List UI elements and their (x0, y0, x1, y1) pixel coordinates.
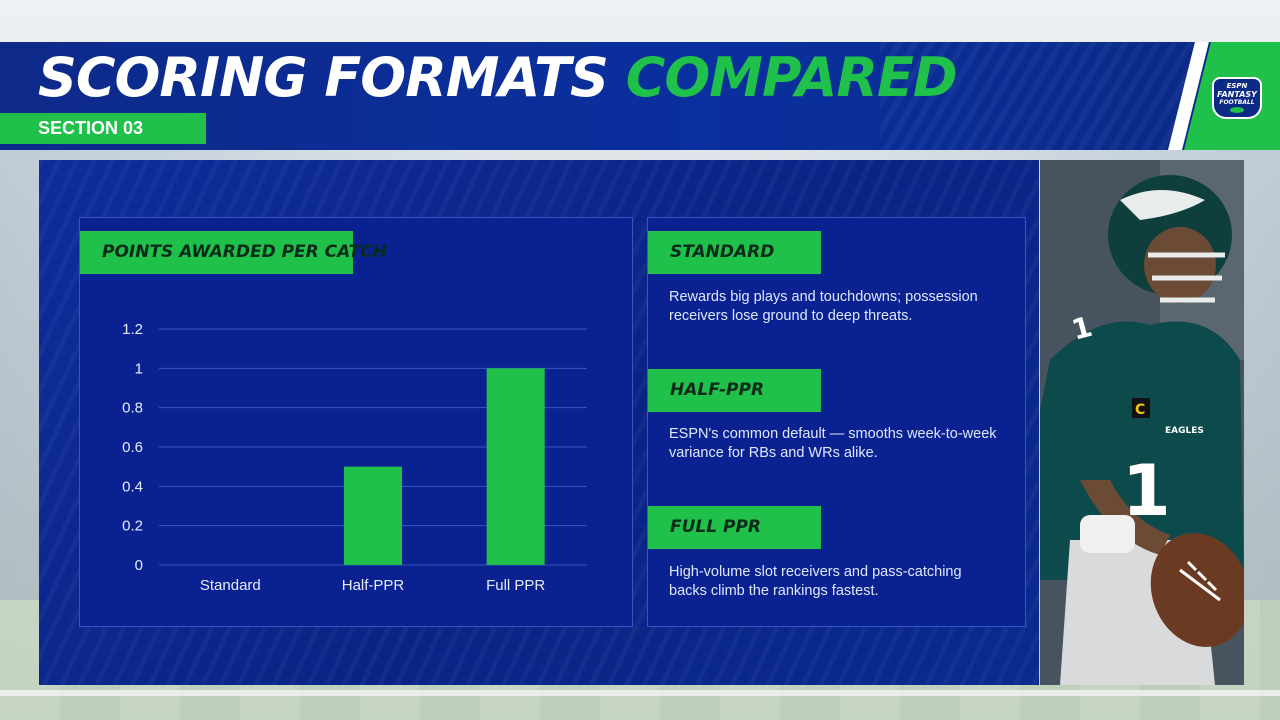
x-tick-label: Half-PPR (342, 577, 405, 594)
format-desc-full-ppr: High-volume slot receivers and pass-catc… (669, 564, 962, 599)
title-main: SCORING FORMATS (38, 46, 609, 109)
espn-fantasy-logo: ESPN FANTASY FOOTBALL (1212, 77, 1262, 119)
x-tick-label: Standard (200, 577, 261, 594)
bar-chart: 0 0.2 0.4 0.6 0.8 1 1.2 Standard Half-PPR Full PP… (122, 321, 587, 594)
football-icon (1230, 107, 1244, 113)
y-tick-label: 0 (135, 557, 143, 574)
player-photo: 1 1 EAGLES C (1040, 160, 1244, 685)
section-badge: SECTION 03 (0, 113, 206, 144)
chart-card: POINTS AWARDED PER CATCH 0 0.2 0.4 0.6 0.8 1 1… (79, 217, 633, 627)
chart-title: POINTS AWARDED PER CATCH (80, 231, 387, 274)
captain-patch (1132, 398, 1150, 418)
formats-card: STANDARD Rewards big plays and touchdown… (647, 217, 1026, 627)
bar (344, 466, 402, 565)
team-wordmark: EAGLES (1165, 426, 1204, 436)
logo-line2: FANTASY (1217, 90, 1257, 99)
player-illustration: 1 1 EAGLES C (1040, 160, 1244, 685)
format-label-standard: STANDARD (648, 231, 821, 274)
logo-line3: FOOTBALL (1219, 99, 1255, 106)
field-line (0, 690, 1280, 696)
logo-line1: ESPN (1226, 82, 1248, 90)
y-tick-label: 1 (135, 360, 143, 377)
format-desc-standard: Rewards big plays and touchdowns; posses… (669, 289, 978, 324)
format-label-full-ppr: FULL PPR (648, 506, 821, 549)
y-tick-label: 1.2 (122, 321, 143, 338)
y-tick-label: 0.2 (122, 518, 143, 535)
y-tick-label: 0.4 (122, 478, 143, 495)
jersey-number: 1 (1122, 450, 1171, 532)
x-tick-label: Full PPR (486, 577, 545, 594)
format-desc-half-ppr: ESPN's common default — smooths week-to-… (669, 426, 997, 461)
y-tick-label: 0.8 (122, 400, 143, 417)
bar (486, 368, 545, 565)
y-tick-label: 0.6 (122, 439, 143, 456)
main-panel: POINTS AWARDED PER CATCH 0 0.2 0.4 0.6 0.8 1 1… (39, 160, 1039, 685)
title-accent: COMPARED (625, 46, 958, 109)
page-title: SCORING FORMATS COMPARED (38, 46, 958, 109)
format-label-half-ppr: HALF-PPR (648, 369, 821, 412)
captain-patch-letter: C (1135, 402, 1145, 418)
